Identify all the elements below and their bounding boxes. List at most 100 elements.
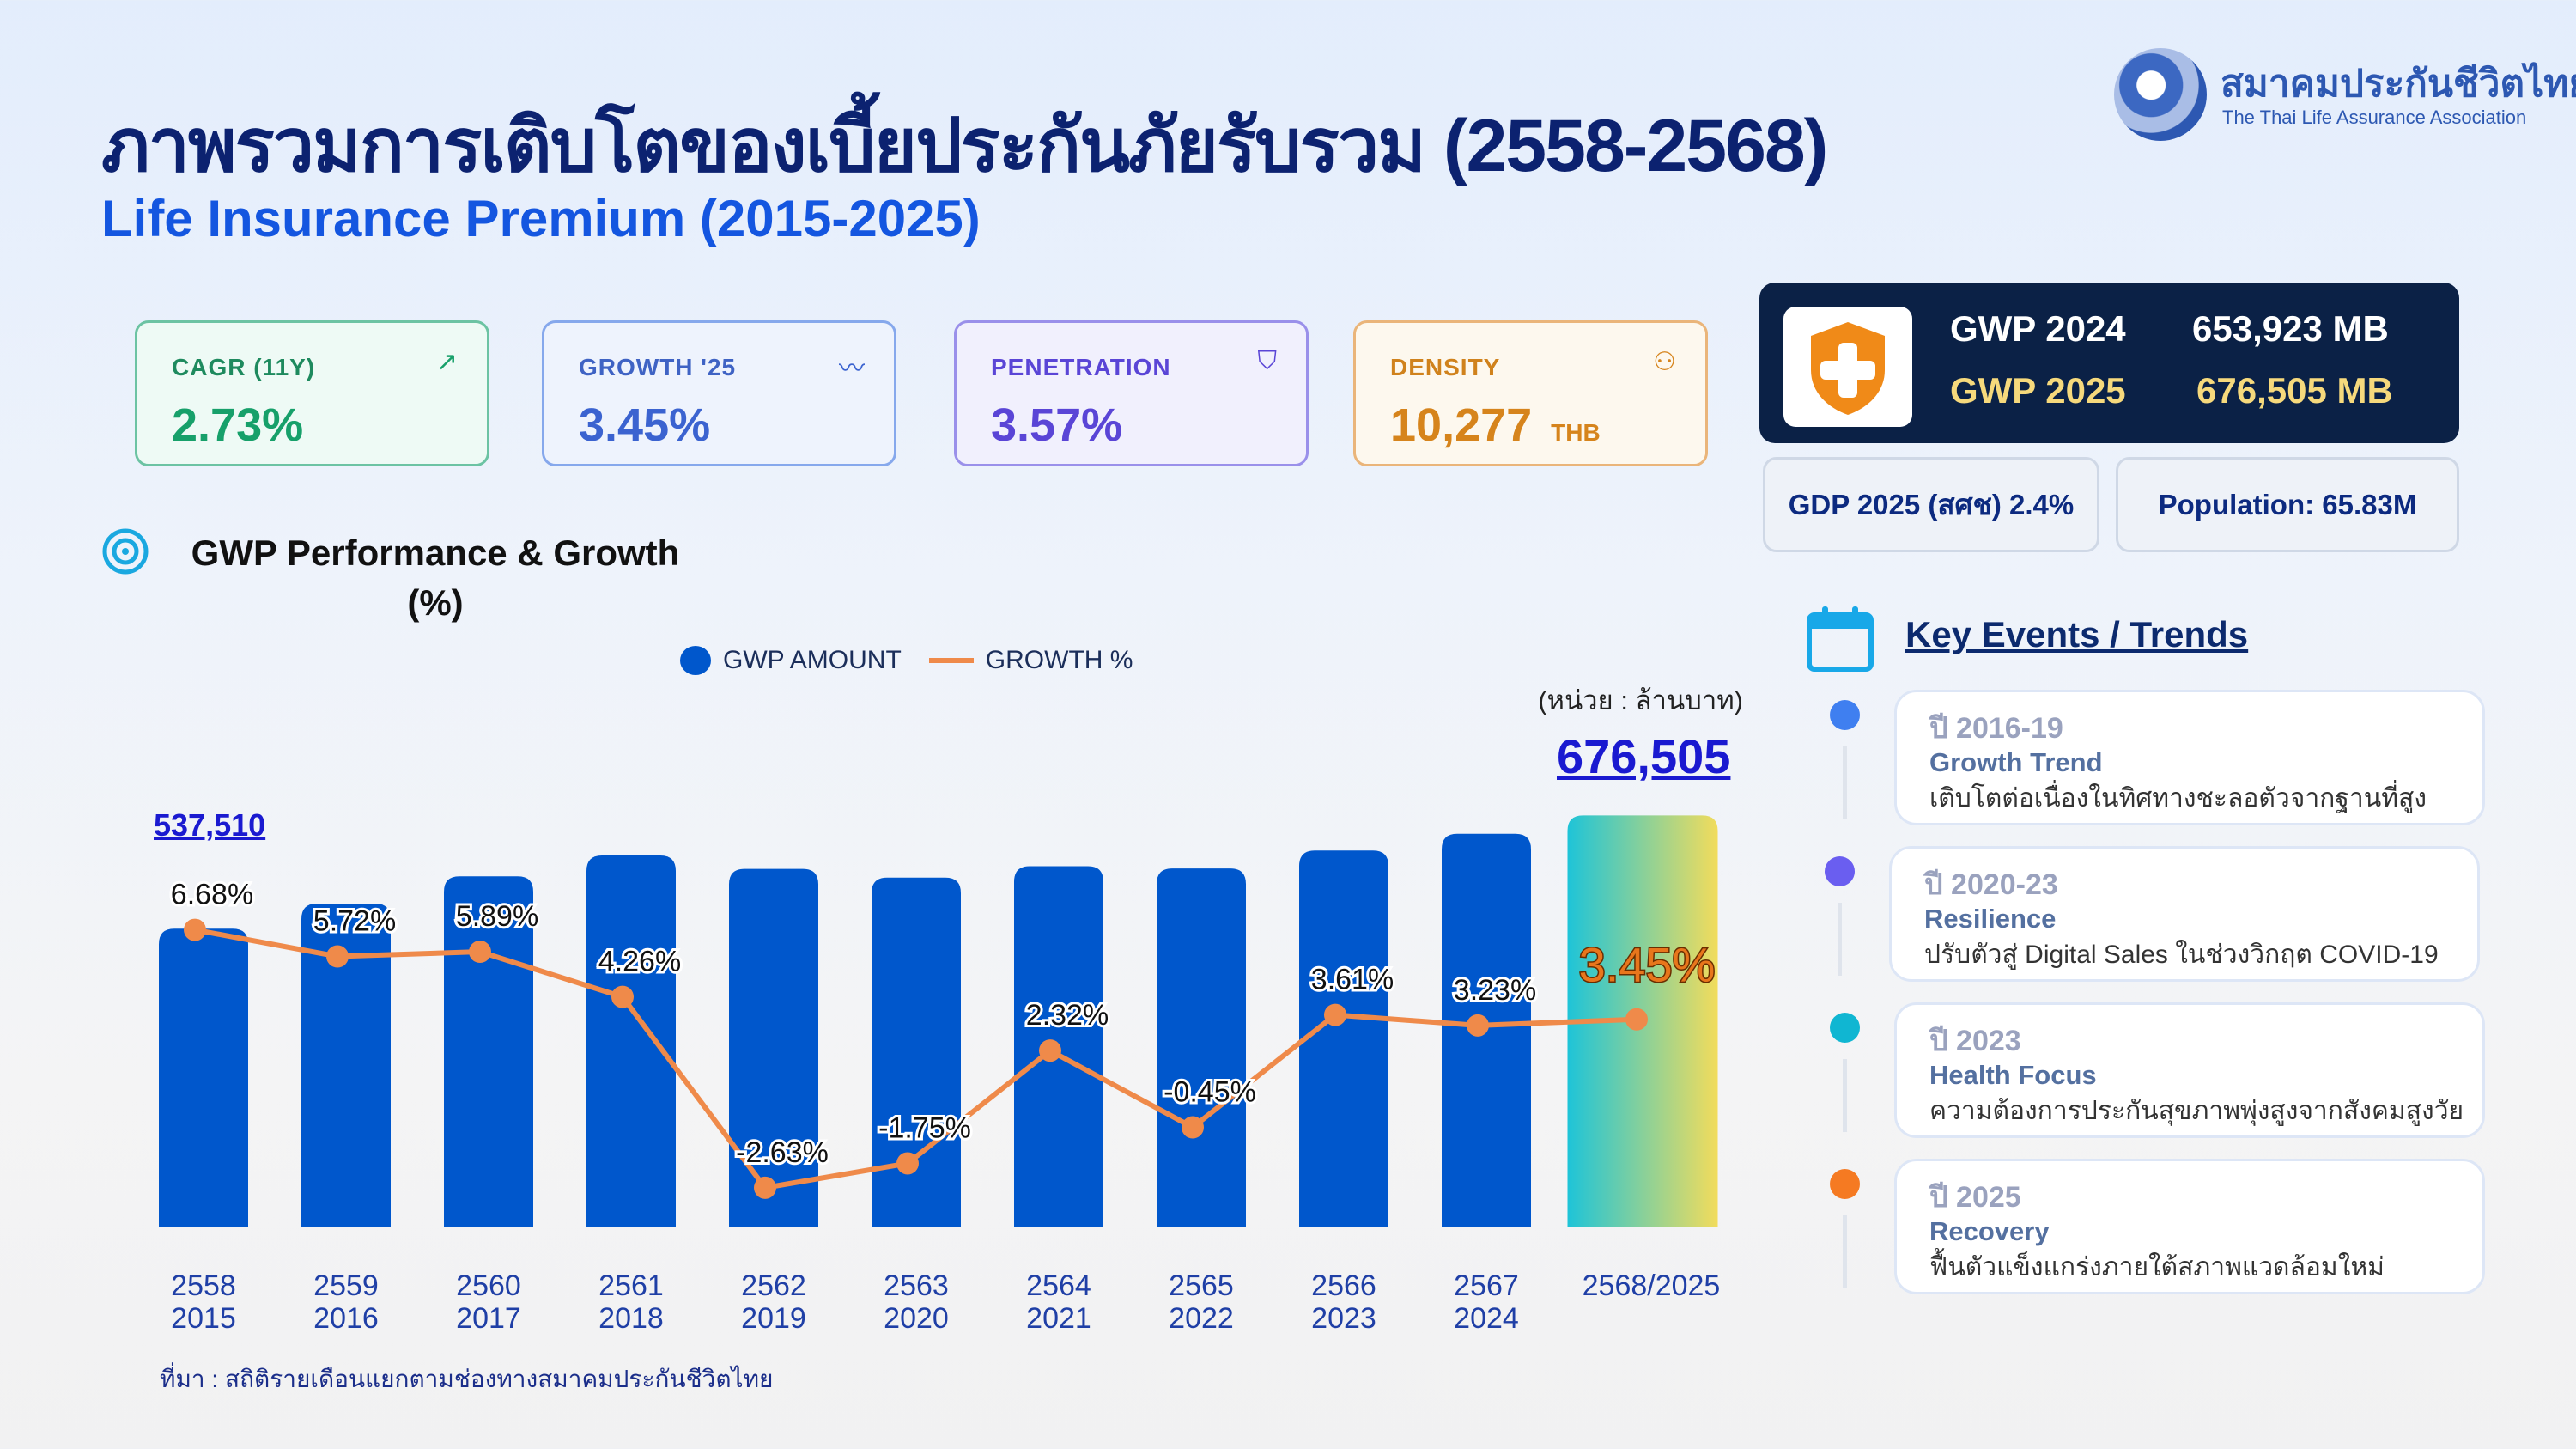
year-be: 2567	[1454, 1269, 1519, 1302]
growth-label: 5.72%	[313, 905, 396, 938]
event-title: Growth Trend	[1929, 747, 2103, 777]
x-axis-label: 2561 2018	[562, 1269, 700, 1335]
year-be: 2564	[1026, 1269, 1091, 1302]
kpi-value-number: 10,277	[1390, 399, 1533, 451]
x-axis-label: 2567 2024	[1418, 1269, 1555, 1335]
timeline-dot	[1825, 856, 1855, 886]
growth-label: 2.32%	[1026, 999, 1109, 1032]
year-be: 2563	[884, 1269, 949, 1302]
timeline-connector	[1843, 1059, 1847, 1132]
legend-bar-label: GWP AMOUNT	[723, 646, 902, 674]
trending-up-icon: ↗	[435, 348, 458, 376]
timeline-connector	[1843, 746, 1847, 819]
growth-point	[326, 945, 349, 968]
gwp-2024-label: GWP 2024	[1950, 308, 2126, 349]
kpi-card-penetration: PENETRATION 3.57% ⛉	[954, 320, 1309, 466]
year-be: 2559	[313, 1269, 379, 1302]
gwp-bar	[729, 868, 818, 1227]
growth-label: -2.63%	[736, 1136, 829, 1169]
event-card: ปี 2025 Recovery ฟื้นตัวแข็งแกร่งภายใต้ส…	[1894, 1159, 2485, 1294]
unit-label: (หน่วย : ล้านบาท)	[1538, 685, 1743, 715]
growth-point	[1182, 1116, 1204, 1139]
x-axis-label: 2564 2021	[990, 1269, 1127, 1335]
kpi-value: 10,277 THB	[1390, 399, 1601, 452]
globe-emblem-icon	[2114, 48, 2207, 141]
population-badge: Population: 65.83M	[2116, 457, 2459, 552]
event-title: Resilience	[1924, 904, 2057, 934]
growth-label: 5.89%	[456, 900, 538, 933]
kpi-card-density: DENSITY 10,277 THB ⚇	[1353, 320, 1708, 466]
chart-legend: GWP AMOUNT GROWTH %	[680, 646, 1133, 675]
year-be: 2562	[741, 1269, 806, 1302]
event-title: Health Focus	[1929, 1060, 2097, 1090]
x-axis-label: 2568/2025	[1565, 1269, 1737, 1302]
growth-label: 6.68%	[171, 879, 253, 911]
calendar-icon	[1807, 606, 1874, 672]
growth-label: 4.26%	[598, 946, 681, 978]
year-ce: 2015	[171, 1302, 236, 1335]
year-ce: 2020	[884, 1302, 949, 1335]
gwp-2024-value: 653,923 MB	[2192, 308, 2389, 349]
growth-point	[1625, 1008, 1648, 1031]
source-note: ที่มา : สถิติรายเดือนแยกตามช่องทางสมาคมป…	[160, 1366, 774, 1392]
legend-bar-swatch	[680, 646, 711, 675]
growth-point	[896, 1152, 919, 1175]
gwp-bar	[1299, 850, 1388, 1227]
kpi-label: PENETRATION	[991, 354, 1171, 381]
gwp-2025-value: 676,505 MB	[2196, 370, 2393, 411]
event-card: ปี 2023 Health Focus ความต้องการประกันสุ…	[1894, 1002, 2485, 1138]
logo-text-en: The Thai Life Assurance Association	[2222, 107, 2527, 128]
timeline-dot	[1830, 700, 1860, 730]
year-be: 2566	[1311, 1269, 1376, 1302]
event-title: Recovery	[1929, 1216, 2050, 1246]
year-be: 2560	[456, 1269, 521, 1302]
year-be: 2558	[171, 1269, 236, 1302]
x-axis-label: 2559 2016	[277, 1269, 415, 1335]
shield-check-icon: ⛉	[1257, 347, 1278, 375]
legend-line-swatch	[928, 658, 974, 663]
chart-title-line1: GWP Performance & Growth	[191, 533, 680, 573]
year-ce: 2017	[456, 1302, 521, 1335]
year-ce: 2021	[1026, 1302, 1091, 1335]
growth-point	[611, 985, 634, 1008]
growth-label: -0.45%	[1163, 1076, 1256, 1109]
growth-point	[1039, 1039, 1061, 1062]
gwp-bar	[872, 877, 961, 1227]
year-ce: 2016	[313, 1302, 379, 1335]
event-description: ฟื้นตัวแข็งแกร่งภายใต้สภาพแวดล้อมใหม่	[1929, 1253, 2385, 1282]
year-be: 2568/2025	[1582, 1269, 1721, 1302]
timeline-dot	[1830, 1169, 1860, 1199]
chart-title-line2: (%)	[407, 582, 464, 623]
kpi-value: 3.57%	[991, 399, 1123, 451]
gwp-summary-box: GWP 2024 653,923 MB GWP 2025 676,505 MB	[1759, 283, 2459, 443]
event-year: ปี 2016-19	[1929, 712, 2063, 745]
year-ce: 2024	[1454, 1302, 1519, 1335]
year-ce: 2023	[1311, 1302, 1376, 1335]
last-value-label: 676,505	[1557, 729, 1731, 783]
page-title: ภาพรวมการเติบโตของเบี้ยประกันภัยรับรวม (…	[101, 105, 1828, 187]
timeline-connector	[1838, 903, 1842, 976]
gwp-bar	[586, 855, 676, 1227]
logo-text-th: สมาคมประกันชีวิตไทย	[2221, 63, 2576, 105]
event-year: ปี 2023	[1929, 1025, 2021, 1057]
x-axis-label: 2566 2023	[1275, 1269, 1413, 1335]
kpi-value: 2.73%	[172, 399, 304, 451]
growth-point	[754, 1176, 776, 1199]
first-value-label: 537,510	[154, 807, 266, 843]
association-logo: สมาคมประกันชีวิตไทย The Thai Life Assura…	[2114, 45, 2576, 146]
growth-point	[1467, 1014, 1489, 1037]
x-axis-label: 2565 2022	[1133, 1269, 1270, 1335]
pulse-icon: 〰	[839, 355, 865, 383]
gwp-bar	[1157, 868, 1246, 1227]
growth-point	[1324, 1003, 1346, 1026]
kpi-label: CAGR (11Y)	[172, 354, 316, 381]
growth-point	[184, 918, 206, 941]
chart-section-title: GWP Performance & Growth (%)	[191, 528, 680, 628]
kpi-label: DENSITY	[1390, 354, 1501, 381]
growth-point	[469, 941, 491, 964]
kpi-card-cagr: CAGR (11Y) 2.73% ↗	[135, 320, 489, 466]
kpi-label: GROWTH '25	[579, 354, 737, 381]
event-card: ปี 2016-19 Growth Trend เติบโตต่อเนื่องใ…	[1894, 690, 2485, 825]
year-be: 2561	[598, 1269, 664, 1302]
